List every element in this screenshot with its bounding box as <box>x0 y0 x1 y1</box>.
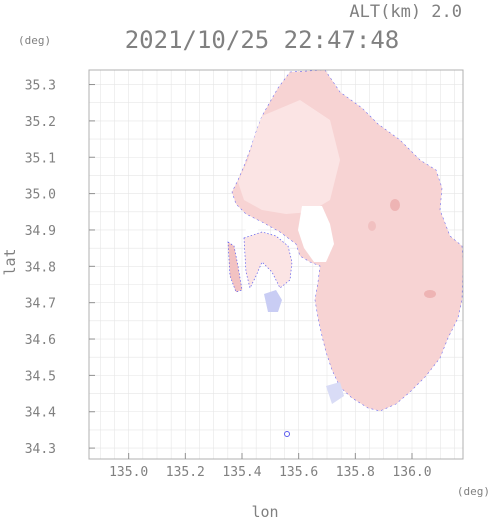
y-unit-label: (deg) <box>18 34 51 47</box>
y-tick-labels: 34.3 34.4 34.5 34.6 34.7 34.8 34.9 35.0 35.1 35.2… <box>25 79 95 457</box>
x-tick-label: 135.6 <box>279 465 318 480</box>
y-tick-label: 34.3 <box>25 442 56 457</box>
echo-gap <box>298 206 334 262</box>
altitude-label: ALT(km) 2.0 <box>349 2 462 22</box>
negative-echo-spot <box>264 290 282 312</box>
strong-echo-cell <box>424 290 436 298</box>
y-tick-label: 34.4 <box>25 406 56 421</box>
coastal-echo-fragment <box>227 241 243 293</box>
weak-echo-area <box>238 100 340 214</box>
coastal-echo-fragment <box>243 231 293 290</box>
x-tick-labels: 135.0 135.2 135.4 135.6 135.8 136.0 <box>109 453 432 480</box>
y-tick-label: 35.0 <box>25 188 56 203</box>
y-tick-label: 34.9 <box>25 224 56 239</box>
x-unit-label: (deg) <box>457 485 490 498</box>
y-tick-label: 35.2 <box>25 115 56 130</box>
strong-echo-cell <box>368 221 376 231</box>
y-tick-label: 34.6 <box>25 333 56 348</box>
strong-echo-cell <box>390 199 400 211</box>
negative-echo-spot <box>326 382 344 404</box>
x-tick-label: 135.2 <box>166 465 205 480</box>
plot-frame <box>88 69 464 460</box>
y-axis-label: lat <box>1 248 19 275</box>
datetime-title: 2021/10/25 22:47:48 <box>125 26 400 54</box>
y-tick-label: 34.7 <box>25 297 56 312</box>
negative-echo-spot <box>284 431 290 437</box>
x-tick-label: 135.8 <box>336 465 375 480</box>
echo-gap <box>244 216 262 234</box>
x-tick-label: 136.0 <box>392 465 431 480</box>
y-tick-label: 35.3 <box>25 79 56 94</box>
x-tick-label: 135.4 <box>222 465 261 480</box>
y-tick-label: 34.8 <box>25 260 56 275</box>
x-axis-label: lon <box>251 503 278 521</box>
x-tick-label: 135.0 <box>109 465 148 480</box>
y-tick-label: 34.5 <box>25 369 56 384</box>
echo-field <box>227 69 464 437</box>
y-tick-label: 35.1 <box>25 151 56 166</box>
